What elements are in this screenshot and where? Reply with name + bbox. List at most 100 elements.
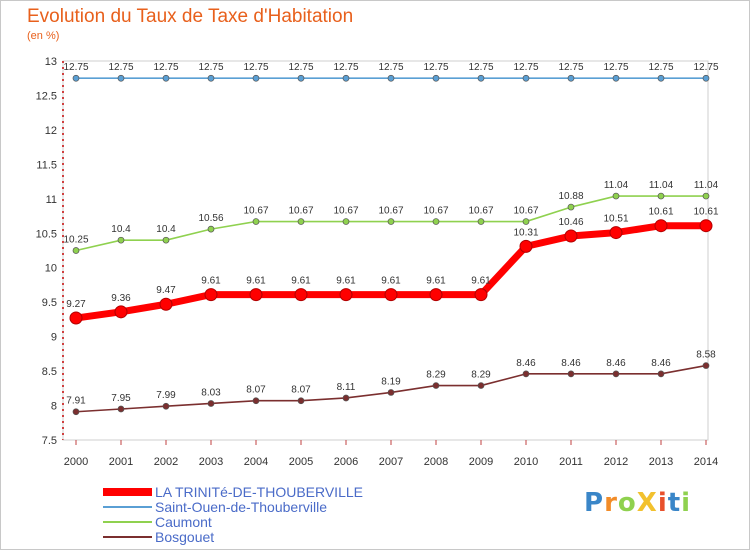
- data-point: [207, 400, 215, 407]
- data-label: 8.19: [381, 376, 401, 387]
- data-label: 9.61: [381, 276, 401, 287]
- y-tick-label: 12.5: [36, 90, 57, 102]
- data-point: [162, 236, 170, 244]
- data-label: 8.58: [696, 350, 716, 361]
- logo-letter: i: [681, 488, 692, 518]
- data-point: [567, 74, 575, 82]
- data-point: [567, 203, 575, 211]
- data-point: [477, 382, 485, 389]
- data-point: [342, 218, 350, 225]
- data-point: [564, 229, 578, 243]
- x-tick-label: 2001: [109, 456, 133, 468]
- data-point: [567, 370, 575, 378]
- y-tick-label: 11.5: [36, 159, 57, 171]
- data-label: 10.61: [648, 207, 673, 218]
- data-point: [297, 397, 305, 405]
- data-point: [207, 74, 215, 82]
- data-label: 10.67: [423, 206, 448, 217]
- data-label: 10.4: [111, 224, 131, 235]
- data-point: [384, 288, 398, 302]
- data-label: 10.4: [156, 224, 176, 235]
- data-label: 7.91: [66, 396, 86, 407]
- data-point: [702, 362, 710, 369]
- data-label: 12.75: [603, 62, 628, 73]
- data-label: 11.04: [649, 180, 674, 191]
- data-label: 11.04: [604, 180, 629, 191]
- x-tick-label: 2000: [64, 456, 88, 468]
- data-point: [252, 397, 260, 405]
- data-label: 7.99: [156, 390, 176, 401]
- data-point: [474, 288, 488, 302]
- data-point: [657, 370, 665, 378]
- data-label: 12.75: [378, 62, 403, 73]
- data-point: [387, 218, 395, 225]
- data-label: 10.67: [378, 206, 403, 217]
- data-label: 8.11: [337, 382, 356, 393]
- x-tick-label: 2014: [694, 456, 718, 468]
- y-tick-label: 9.5: [42, 297, 57, 309]
- data-point: [654, 219, 668, 233]
- data-point: [477, 74, 485, 82]
- data-label: 7.95: [111, 393, 131, 404]
- x-tick-label: 2006: [334, 456, 358, 468]
- data-label: 9.61: [471, 276, 491, 287]
- x-tick-label: 2013: [649, 456, 673, 468]
- data-point: [432, 382, 440, 389]
- y-tick-label: 8.5: [42, 366, 57, 378]
- legend-label: Caumont: [155, 514, 212, 530]
- data-point: [159, 297, 173, 311]
- data-label: 9.27: [66, 299, 86, 310]
- data-point: [519, 239, 533, 253]
- data-label: 8.46: [561, 358, 581, 369]
- x-tick-label: 2002: [154, 456, 178, 468]
- data-label: 10.46: [558, 217, 583, 228]
- data-label: 9.36: [111, 293, 131, 304]
- data-point: [339, 288, 353, 302]
- data-point: [699, 219, 713, 233]
- data-point: [477, 218, 485, 225]
- data-point: [117, 236, 125, 244]
- x-tick-label: 2010: [514, 456, 538, 468]
- data-label: 9.61: [246, 276, 266, 287]
- y-tick-label: 13: [45, 56, 57, 68]
- data-point: [522, 218, 530, 225]
- unit-label: (en %): [27, 30, 60, 42]
- data-point: [294, 288, 308, 302]
- data-point: [114, 305, 128, 319]
- data-point: [657, 74, 665, 82]
- data-label: 10.67: [333, 206, 358, 217]
- data-label: 12.75: [693, 62, 718, 73]
- data-point: [204, 288, 218, 302]
- data-label: 11.04: [694, 180, 719, 191]
- data-point: [432, 218, 440, 225]
- x-tick-label: 2007: [379, 456, 403, 468]
- data-label: 9.61: [426, 276, 446, 287]
- data-label: 8.07: [246, 385, 266, 396]
- logo-letter: X: [636, 488, 658, 518]
- data-label: 12.75: [468, 62, 493, 73]
- data-point: [702, 74, 710, 82]
- data-label: 8.03: [201, 387, 221, 398]
- data-point: [117, 405, 125, 413]
- data-point: [387, 74, 395, 82]
- data-label: 12.75: [108, 62, 133, 73]
- x-tick-label: 2008: [424, 456, 448, 468]
- data-label: 10.88: [558, 191, 583, 202]
- data-label: 9.61: [291, 276, 311, 287]
- data-label: 12.75: [558, 62, 583, 73]
- data-label: 12.75: [198, 62, 223, 73]
- data-label: 10.67: [513, 206, 538, 217]
- data-point: [702, 192, 710, 200]
- legend-label: Bosgouet: [155, 529, 214, 545]
- data-point: [522, 74, 530, 82]
- logo-letter: P: [584, 488, 605, 518]
- data-label: 10.25: [63, 235, 88, 246]
- y-tick-label: 7.5: [42, 435, 57, 447]
- data-label: 10.51: [603, 214, 628, 225]
- data-point: [72, 247, 80, 254]
- y-tick-label: 10: [45, 263, 57, 275]
- x-tick-label: 2004: [244, 456, 268, 468]
- data-point: [207, 225, 215, 233]
- logo-letter: o: [617, 488, 637, 518]
